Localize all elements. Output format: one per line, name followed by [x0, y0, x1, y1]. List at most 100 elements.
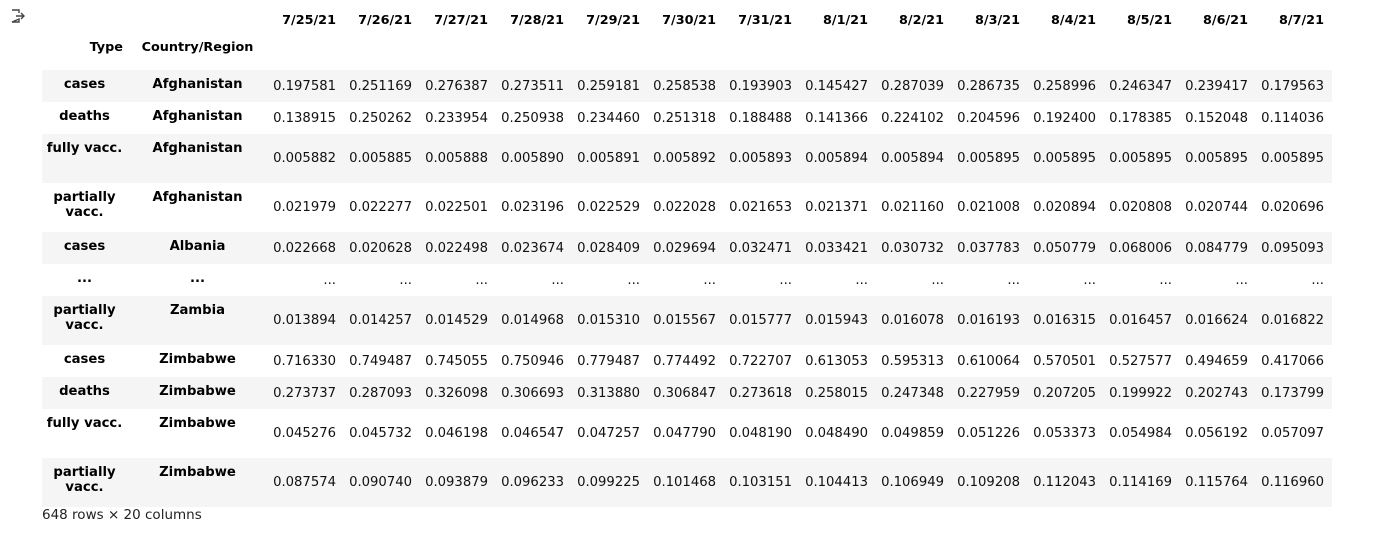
table-cell: 0.013894: [273, 313, 336, 328]
table-cell: ...: [1159, 272, 1172, 288]
table-cell: 0.050779: [1033, 240, 1096, 256]
table-cell: 0.250262: [349, 110, 412, 126]
table-cell: 0.005892: [653, 151, 716, 166]
table-cell: 0.179563: [1261, 78, 1324, 94]
table-cell: 0.197581: [273, 78, 336, 94]
table-cell: 0.610064: [957, 353, 1020, 369]
table-cell: 0.016822: [1261, 313, 1324, 328]
table-cell: 0.234460: [577, 110, 640, 126]
table-cell: 0.054984: [1109, 426, 1172, 441]
row-country-label: Afghanistan: [152, 141, 243, 156]
table-cell: 0.273511: [501, 78, 564, 94]
table-cell: ...: [399, 272, 412, 288]
table-cell: ...: [551, 272, 564, 288]
table-cell: ...: [323, 272, 336, 288]
table-cell: 0.306693: [501, 385, 564, 401]
table-cell: 0.033421: [805, 240, 868, 256]
table-cell: 0.048190: [729, 426, 792, 441]
table-cell: 0.247348: [881, 385, 944, 401]
table-cell: 0.251169: [349, 78, 412, 94]
table-cell: 0.057097: [1261, 426, 1324, 441]
date-column-header: 8/3/21: [975, 12, 1020, 28]
table-cell: ...: [1007, 272, 1020, 288]
index-header-country: Country/Region: [141, 40, 254, 55]
table-cell: 0.273618: [729, 385, 792, 401]
table-cell: 0.099225: [577, 475, 640, 490]
table-cell: 0.106949: [881, 475, 944, 490]
date-column-header: 8/4/21: [1051, 12, 1096, 28]
table-cell: ...: [855, 272, 868, 288]
output-arrow-icon[interactable]: [10, 8, 26, 24]
table-cell: 0.047257: [577, 426, 640, 441]
table-cell: 0.087574: [273, 475, 336, 490]
table-cell: 0.276387: [425, 78, 488, 94]
table-cell: 0.084779: [1185, 240, 1248, 256]
row-type-label: cases: [63, 239, 106, 254]
table-cell: 0.005885: [349, 151, 412, 166]
row-country-label: Afghanistan: [152, 109, 243, 124]
date-column-header: 7/29/21: [586, 12, 640, 28]
table-cell: 0.570501: [1033, 353, 1096, 369]
blank-header: [1180, 40, 1256, 70]
date-column-header: 7/25/21: [282, 12, 336, 28]
table-cell: 0.068006: [1109, 240, 1172, 256]
table-cell: 0.104413: [805, 475, 868, 490]
row-country-label: Albania: [169, 239, 226, 254]
table-cell: 0.020696: [1261, 200, 1324, 215]
table-cell: 0.022501: [425, 200, 488, 215]
date-column-header: 7/31/21: [738, 12, 792, 28]
row-type-label: partially vacc.: [53, 303, 116, 333]
blank-header: [1104, 40, 1180, 70]
table-cell: 0.103151: [729, 475, 792, 490]
table-cell: 0.258538: [653, 78, 716, 94]
dataframe-output: 7/25/21 7/26/21 7/27/21 7/28/21 7/29/21 7/30/…: [42, 0, 1387, 507]
table-cell: 0.178385: [1109, 110, 1172, 126]
row-country-label: Zambia: [169, 303, 226, 318]
table-cell: 0.494659: [1185, 353, 1248, 369]
table-cell: 0.227959: [957, 385, 1020, 401]
table-cell: 0.047790: [653, 426, 716, 441]
table-cell: 0.233954: [425, 110, 488, 126]
table-cell: 0.326098: [425, 385, 488, 401]
blank-header: [1028, 40, 1104, 70]
table-cell: 0.022668: [273, 240, 336, 256]
table-cell: 0.005891: [577, 151, 640, 166]
table-cell: 0.015943: [805, 313, 868, 328]
table-cell: 0.005895: [1185, 151, 1248, 166]
table-row: fully vacc. Zimbabwe 0.045276 0.045732 0.046…: [42, 409, 1332, 458]
table-cell: 0.199922: [1109, 385, 1172, 401]
row-country-label: ...: [189, 271, 206, 286]
index-header-type: Type: [89, 40, 123, 55]
table-cell: 0.749487: [349, 353, 412, 369]
table-cell: ...: [779, 272, 792, 288]
table-cell: 0.259181: [577, 78, 640, 94]
table-cell: 0.306847: [653, 385, 716, 401]
table-cell: 0.005895: [1033, 151, 1096, 166]
table-cell: 0.022529: [577, 200, 640, 215]
table-cell: 0.056192: [1185, 426, 1248, 441]
table-cell: 0.005895: [1261, 151, 1324, 166]
blank-header: [127, 0, 268, 40]
table-cell: 0.716330: [273, 353, 336, 369]
table-cell: 0.020894: [1033, 200, 1096, 215]
blank-header: [876, 40, 952, 70]
table-cell: 0.022028: [653, 200, 716, 215]
table-cell: 0.016457: [1109, 313, 1172, 328]
table-cell: 0.145427: [805, 78, 868, 94]
table-cell: 0.016193: [957, 313, 1020, 328]
table-cell: 0.005894: [881, 151, 944, 166]
table-cell: 0.005893: [729, 151, 792, 166]
table-cell: 0.045276: [273, 426, 336, 441]
row-type-label: deaths: [59, 109, 110, 124]
dataframe-table: 7/25/21 7/26/21 7/27/21 7/28/21 7/29/21 7/30/…: [42, 0, 1332, 507]
table-cell: 0.005895: [1109, 151, 1172, 166]
table-cell: ...: [1083, 272, 1096, 288]
table-row: deaths Zimbabwe 0.273737 0.287093 0.326098 0.…: [42, 377, 1332, 409]
table-cell: 0.093879: [425, 475, 488, 490]
table-cell: 0.114169: [1109, 475, 1172, 490]
table-cell: ...: [1235, 272, 1248, 288]
date-column-header: 8/2/21: [899, 12, 944, 28]
table-row: cases Albania 0.022668 0.020628 0.022498 0.02…: [42, 232, 1332, 264]
table-cell: 0.750946: [501, 353, 564, 369]
dataframe-shape-caption: 648 rows × 20 columns: [42, 507, 202, 523]
